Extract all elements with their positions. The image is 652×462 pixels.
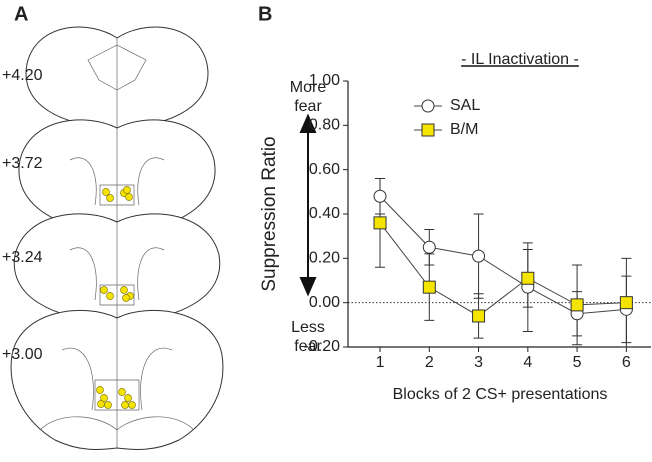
- y-tick-label: 0.60: [309, 161, 340, 178]
- marker: [373, 189, 387, 203]
- legend-marker: [421, 123, 435, 137]
- chart-title: - IL Inactivation -: [461, 51, 579, 68]
- marker: [422, 240, 436, 254]
- marker: [373, 216, 387, 230]
- brain-sections: [10, 26, 224, 450]
- section-label: +3.00: [2, 346, 43, 363]
- x-tick-label: 4: [523, 354, 532, 371]
- fear-arrow: [299, 113, 317, 297]
- y-tick-label: 0.00: [309, 294, 340, 311]
- y-axis-label: Suppression Ratio: [259, 136, 280, 291]
- marker: [472, 309, 486, 323]
- section-label: +3.72: [2, 155, 43, 172]
- y-tick-label: 0.20: [309, 250, 340, 267]
- section-label: +4.20: [2, 67, 43, 84]
- marker: [521, 271, 535, 285]
- series-line: [379, 222, 627, 317]
- series-line: [379, 195, 627, 315]
- y-tick-label: 1.00: [309, 72, 340, 89]
- y-tick-label: 0.80: [309, 117, 340, 134]
- marker: [472, 249, 486, 263]
- x-tick-label: 3: [474, 354, 483, 371]
- x-tick-label: 1: [376, 354, 385, 371]
- section-label: +3.24: [2, 249, 43, 266]
- panel-label: B: [258, 3, 272, 25]
- x-tick-label: 5: [573, 354, 582, 371]
- y-tick-label: 0.40: [309, 205, 340, 222]
- legend-label: B/M: [450, 121, 478, 138]
- annotation: Less fear: [291, 319, 325, 355]
- marker: [570, 298, 584, 312]
- annotation: More fear: [289, 79, 327, 115]
- x-axis-label: Blocks of 2 CS+ presentations: [393, 386, 608, 403]
- x-tick-label: 2: [425, 354, 434, 371]
- x-tick-label: 6: [622, 354, 631, 371]
- marker: [619, 296, 633, 310]
- legend-marker: [421, 99, 435, 113]
- panel-label: A: [14, 3, 28, 25]
- legend-label: SAL: [450, 97, 480, 114]
- marker: [422, 280, 436, 294]
- y-tick-label: -0.20: [304, 338, 341, 355]
